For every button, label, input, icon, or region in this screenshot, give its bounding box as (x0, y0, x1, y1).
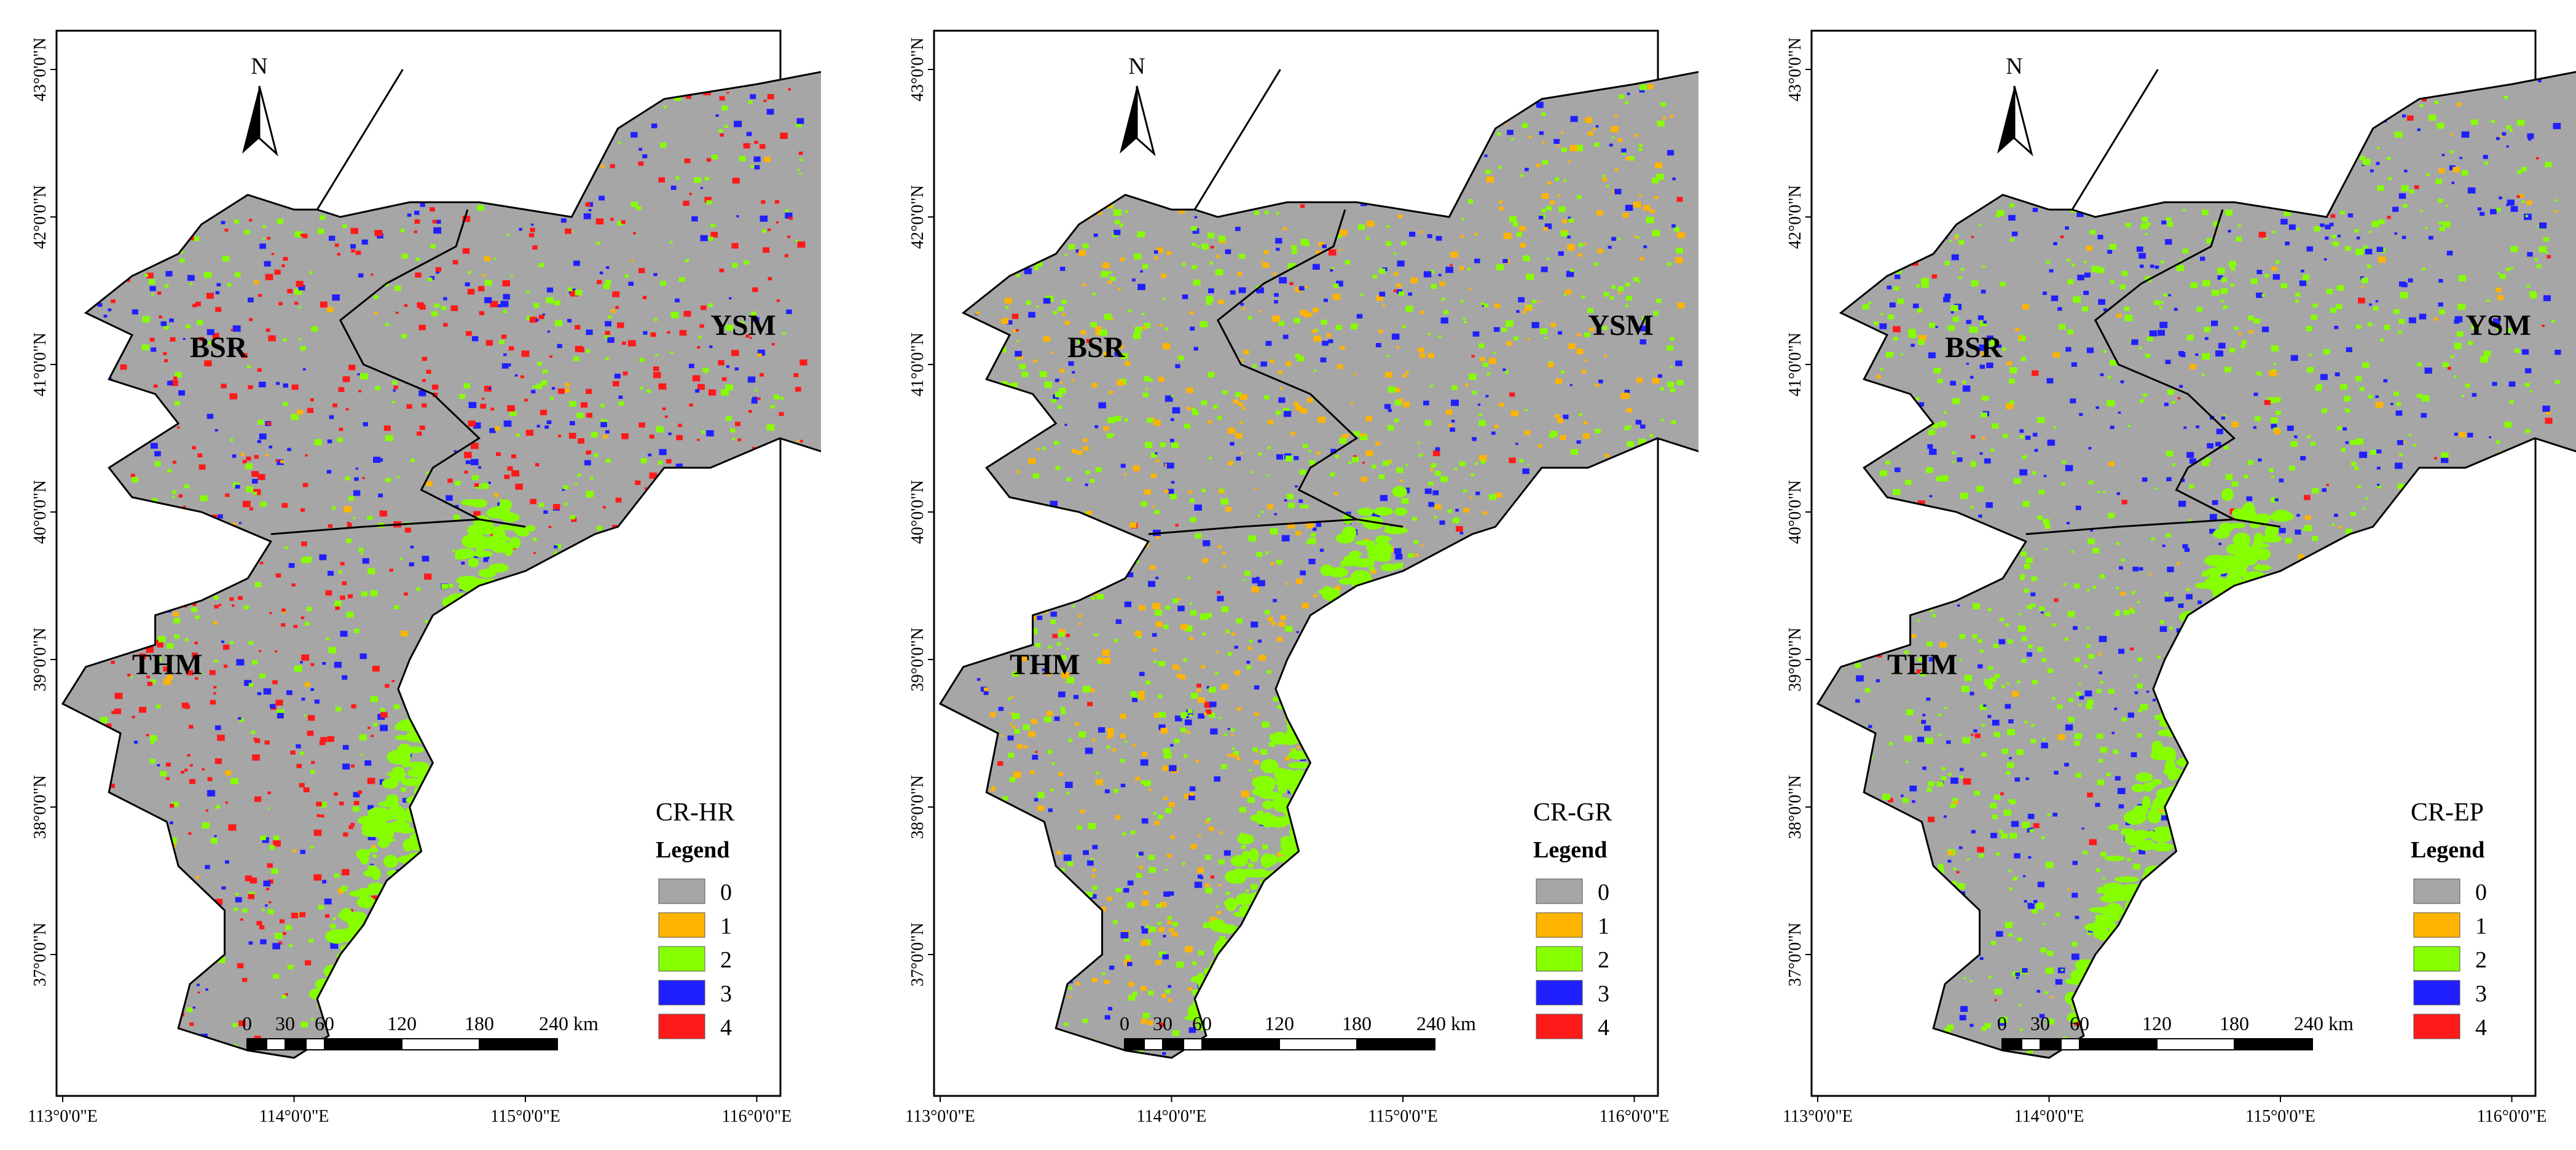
y-tick-label: 39°0'0"N (31, 628, 50, 691)
y-tick-label: 38°0'0"N (1786, 775, 1805, 839)
y-tick-label: 37°0'0"N (1786, 923, 1805, 987)
x-tick-label: 115°0'0"E (1368, 1107, 1438, 1126)
legend-item-label: 4 (2475, 1015, 2487, 1041)
legend-heading: Legend (2411, 837, 2484, 863)
y-tick-label: 37°0'0"N (908, 923, 927, 987)
legend-item-label: 4 (720, 1015, 732, 1041)
region-label-ysm: YSM (2465, 309, 2531, 342)
y-tick-label: 41°0'0"N (1786, 333, 1805, 396)
scale-bar-label: 30 (2030, 1012, 2050, 1034)
legend-item-label: 2 (2475, 947, 2487, 973)
panel-title: CR-HR (656, 798, 734, 827)
y-tick-label: 38°0'0"N (908, 775, 927, 839)
y-tick-label: 39°0'0"N (908, 628, 927, 691)
scale-bar-label: 0 (1997, 1012, 2007, 1034)
x-tick-label: 113°0'0"E (28, 1107, 98, 1126)
x-tick-label: 114°0'0"E (1137, 1107, 1207, 1126)
scale-bar-label: 180 (465, 1012, 494, 1034)
x-tick-label: 116°0'0"E (722, 1107, 792, 1126)
scale-bar-label: 60 (1192, 1012, 1212, 1034)
y-tick-label: 42°0'0"N (908, 185, 927, 249)
region-label-thm: THM (1887, 648, 1958, 681)
scale-bar-label: 120 (1265, 1012, 1294, 1034)
legend-item-label: 3 (1598, 981, 1609, 1007)
map-svg: BSR YSM THM N CR-HR Legend 0 1 2 3 4 0 30 60 120 180 240… (0, 0, 821, 1147)
scale-bar-label: 240 km (2294, 1012, 2354, 1034)
panel-title: CR-GR (1533, 798, 1612, 827)
legend-heading: Legend (1533, 837, 1607, 863)
x-tick-label: 114°0'0"E (2014, 1107, 2084, 1126)
y-tick-label: 43°0'0"N (31, 37, 50, 101)
legend-item-label: 0 (1598, 880, 1609, 905)
y-tick-label: 37°0'0"N (31, 923, 50, 987)
scale-bar-label: 30 (1153, 1012, 1172, 1034)
legend-item-label: 0 (2475, 880, 2487, 905)
scale-bar-label: 30 (275, 1012, 295, 1034)
x-tick-label: 114°0'0"E (259, 1107, 329, 1126)
x-tick-label: 116°0'0"E (1600, 1107, 1670, 1126)
legend-item-label: 3 (2475, 981, 2487, 1007)
scale-bar-label: 60 (2070, 1012, 2089, 1034)
x-tick-label: 116°0'0"E (2477, 1107, 2547, 1126)
legend-item-label: 3 (720, 981, 732, 1007)
x-tick-label: 113°0'0"E (1783, 1107, 1853, 1126)
y-tick-label: 43°0'0"N (1786, 37, 1805, 101)
x-tick-label: 113°0'0"E (905, 1107, 975, 1126)
scale-bar-label: 120 (2142, 1012, 2172, 1034)
x-tick-label: 115°0'0"E (490, 1107, 560, 1126)
legend-item-label: 1 (1598, 913, 1609, 939)
region-label-bsr: BSR (1067, 331, 1126, 364)
svg-text:N: N (251, 53, 267, 79)
legend-item-label: 1 (720, 913, 732, 939)
scale-bar-label: 180 (2220, 1012, 2249, 1034)
scale-bar-label: 180 (1342, 1012, 1372, 1034)
scale-bar-label: 120 (387, 1012, 417, 1034)
legend-item-label: 0 (720, 880, 732, 905)
scale-bar-label: 0 (1120, 1012, 1129, 1034)
scale-bar-label: 60 (315, 1012, 334, 1034)
scale-bar-label: 240 km (539, 1012, 599, 1034)
panel-title: CR-EP (2411, 798, 2484, 827)
legend-item-label: 1 (2475, 913, 2487, 939)
y-tick-label: 39°0'0"N (1786, 628, 1805, 691)
y-tick-label: 42°0'0"N (1786, 185, 1805, 249)
x-tick-label: 115°0'0"E (2245, 1107, 2315, 1126)
region-label-bsr: BSR (1945, 331, 2003, 364)
legend-item-label: 4 (1598, 1015, 1609, 1041)
legend-heading: Legend (656, 837, 729, 863)
region-label-ysm: YSM (710, 309, 776, 342)
map-panel-cr-hr: BSR YSM THM N CR-HR Legend 0 1 2 3 4 0 30 60 120 180 240… (0, 0, 821, 1147)
region-label-thm: THM (1010, 648, 1080, 681)
y-tick-label: 43°0'0"N (908, 37, 927, 101)
region-label-ysm: YSM (1588, 309, 1654, 342)
legend-item-label: 2 (720, 947, 732, 973)
region-label-bsr: BSR (190, 331, 248, 364)
y-tick-label: 40°0'0"N (908, 480, 927, 544)
y-tick-label: 41°0'0"N (908, 333, 927, 396)
scale-bar-label: 0 (242, 1012, 252, 1034)
y-tick-label: 42°0'0"N (31, 185, 50, 249)
legend-item-label: 2 (1598, 947, 1609, 973)
y-tick-label: 40°0'0"N (31, 480, 50, 544)
y-tick-label: 40°0'0"N (1786, 480, 1805, 544)
scale-bar-label: 240 km (1416, 1012, 1476, 1034)
region-label-thm: THM (132, 648, 203, 681)
y-tick-label: 38°0'0"N (31, 775, 50, 839)
y-tick-label: 41°0'0"N (31, 333, 50, 396)
